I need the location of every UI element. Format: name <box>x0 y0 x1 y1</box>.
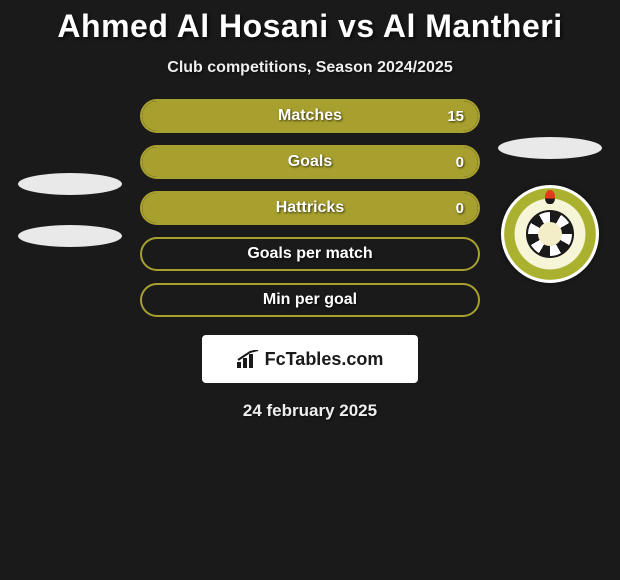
right-player-column <box>498 133 602 283</box>
stat-value: 0 <box>456 154 464 171</box>
stat-label: Hattricks <box>276 199 344 217</box>
right-player-ellipse-1 <box>498 137 602 159</box>
left-player-ellipse-2 <box>18 225 122 247</box>
stat-label: Matches <box>278 107 342 125</box>
stat-bar: Min per goal <box>140 283 480 317</box>
comparison-infographic: Ahmed Al Hosani vs Al Mantheri Club comp… <box>0 0 620 421</box>
page-title: Ahmed Al Hosani vs Al Mantheri <box>0 8 620 45</box>
comparison-row: Matches 15 Goals 0 Hattricks 0 Goals per match… <box>0 99 620 317</box>
stat-label: Goals <box>288 153 332 171</box>
stat-bar: Matches 15 <box>140 99 480 133</box>
stat-value: 0 <box>456 200 464 217</box>
stat-bars: Matches 15 Goals 0 Hattricks 0 Goals per match… <box>140 99 480 317</box>
left-player-ellipse-1 <box>18 173 122 195</box>
date-label: 24 february 2025 <box>0 401 620 421</box>
stat-bar: Goals 0 <box>140 145 480 179</box>
right-player-club-badge <box>501 185 599 283</box>
stat-label: Min per goal <box>263 291 357 309</box>
badge-ball-icon <box>526 210 574 258</box>
stat-value: 15 <box>447 108 464 125</box>
stat-label: Goals per match <box>247 245 372 263</box>
left-player-column <box>18 169 122 247</box>
badge-flame-icon <box>545 190 555 204</box>
brand-chart-icon <box>237 350 259 368</box>
stat-bar: Hattricks 0 <box>140 191 480 225</box>
stat-bar: Goals per match <box>140 237 480 271</box>
brand-box: FcTables.com <box>202 335 418 383</box>
brand-text: FcTables.com <box>265 349 384 370</box>
page-subtitle: Club competitions, Season 2024/2025 <box>0 59 620 77</box>
